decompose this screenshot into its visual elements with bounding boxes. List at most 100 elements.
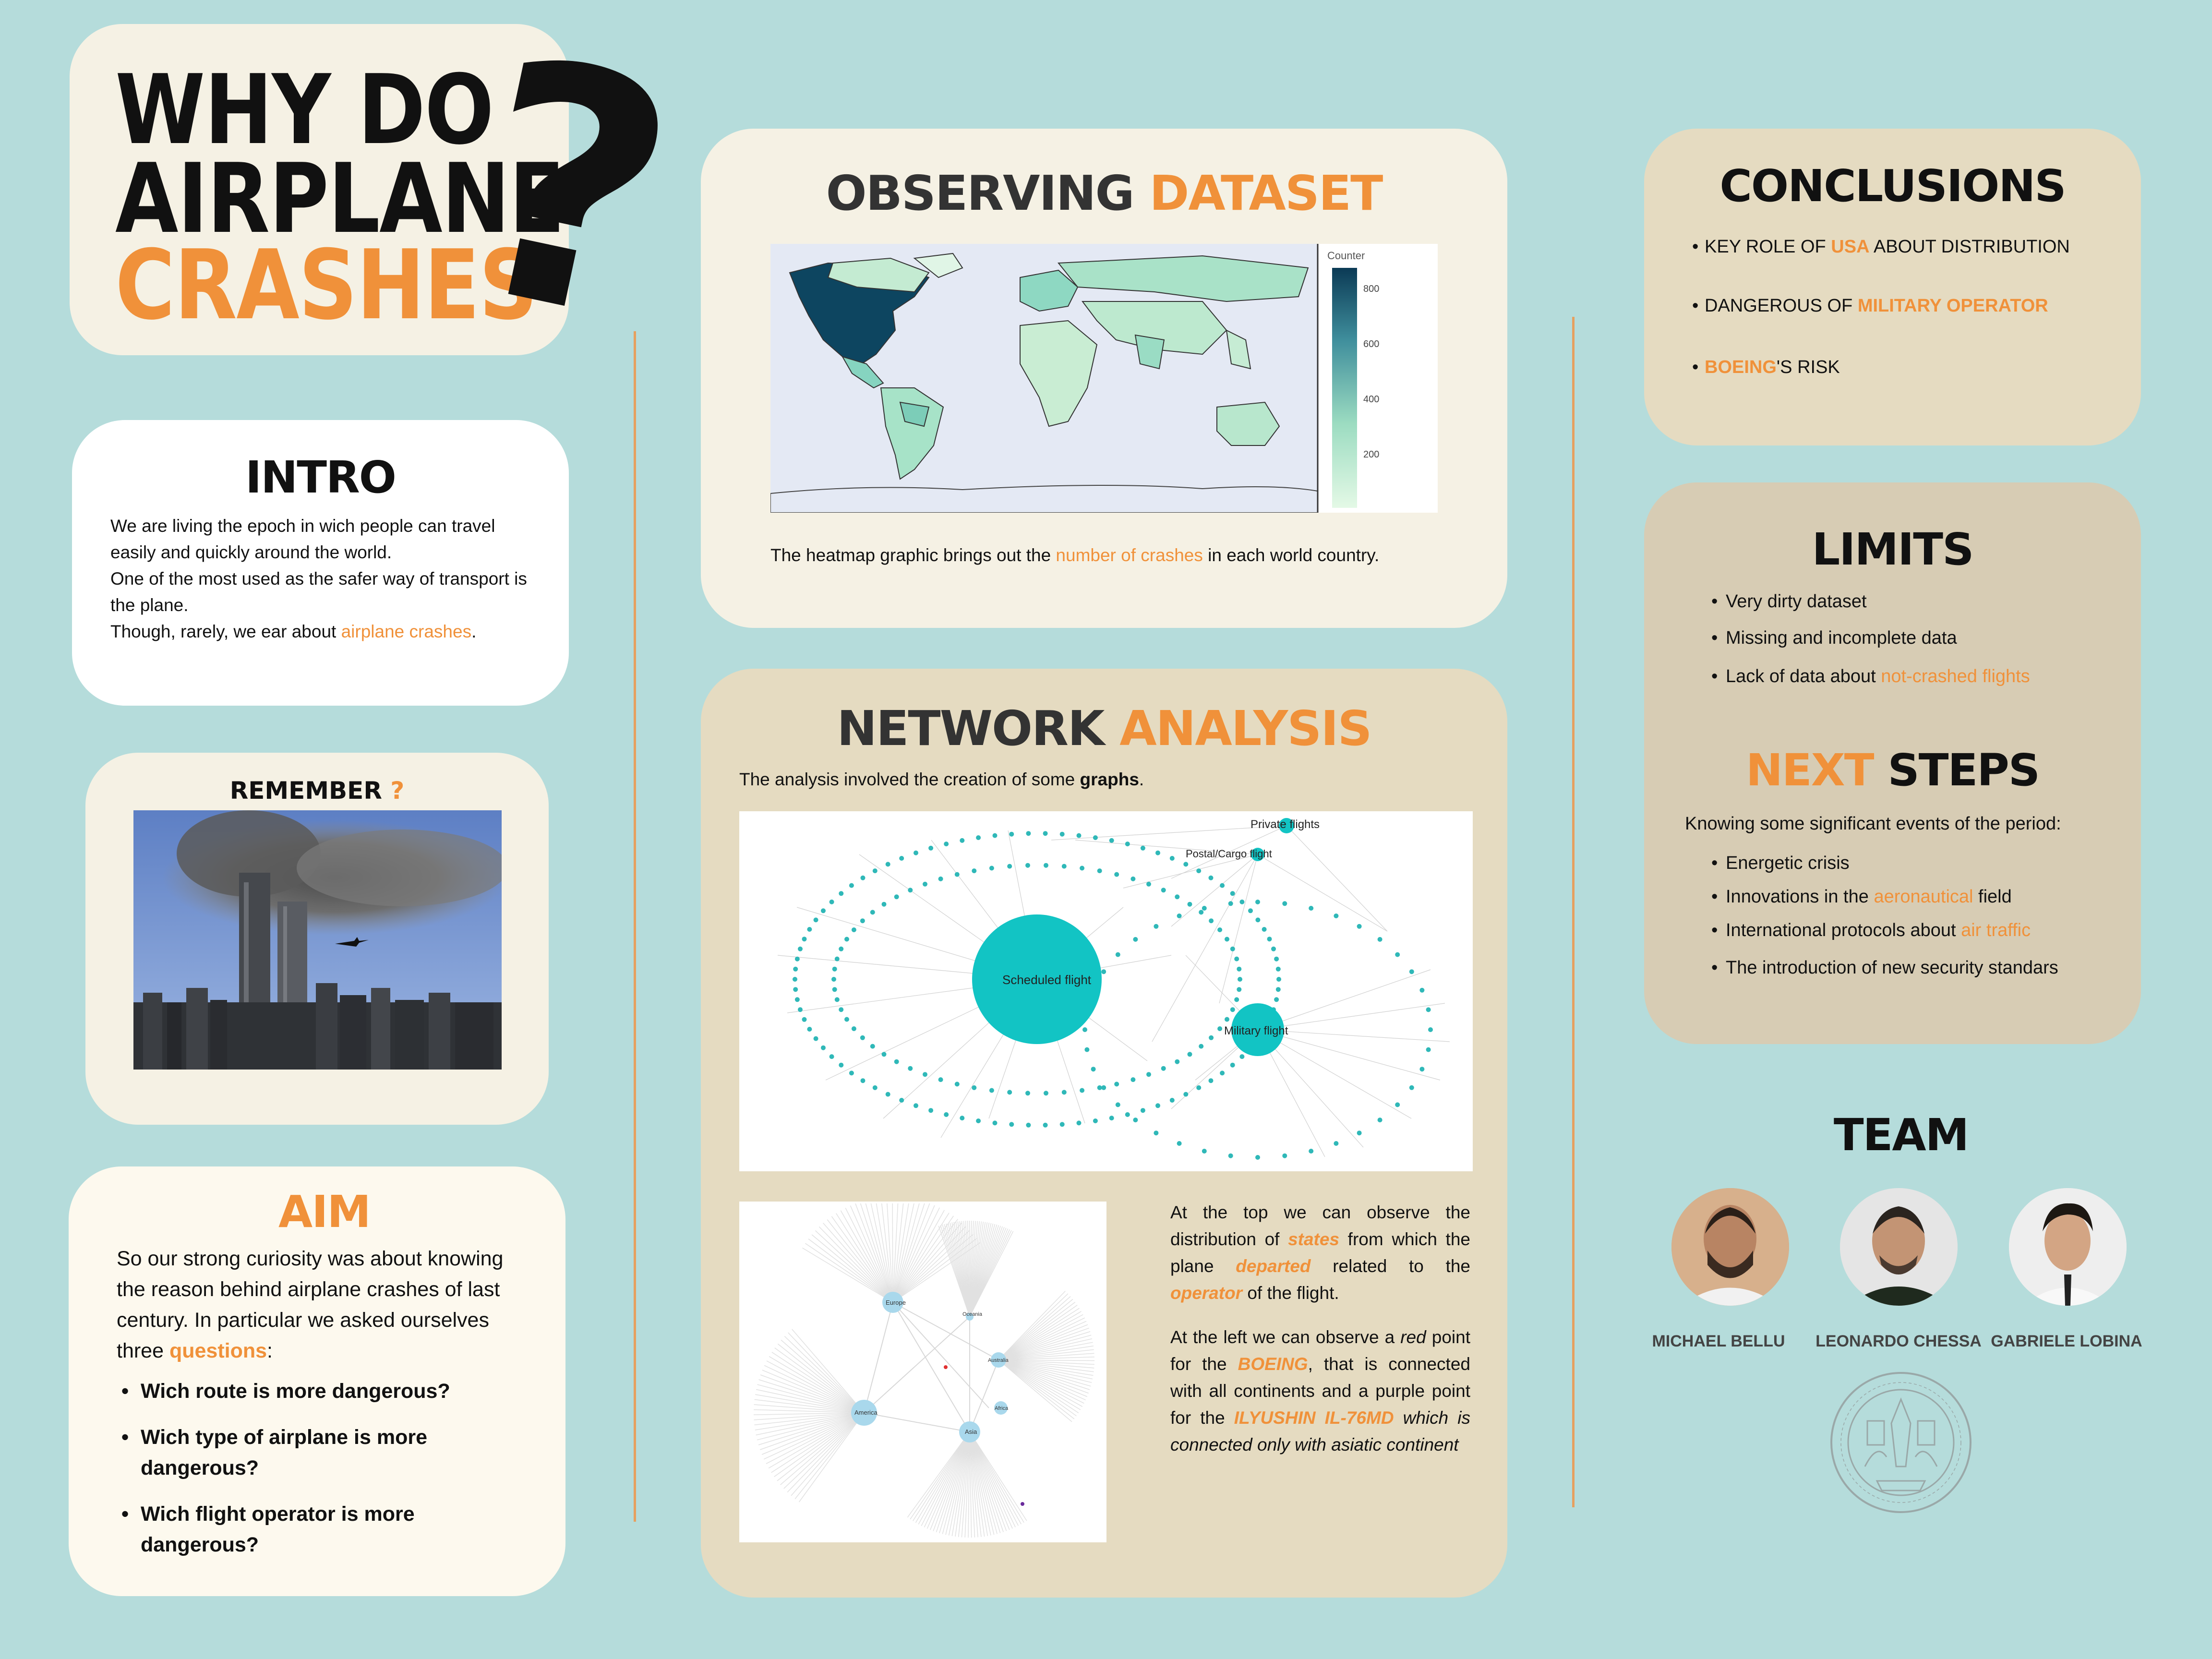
graph-edge: [794, 1412, 865, 1499]
graph-node: [798, 1007, 803, 1012]
continent-label: Oceania: [962, 1311, 983, 1317]
graph-node: [1125, 842, 1130, 847]
graph-node: [1428, 1027, 1433, 1032]
graph-node: [1091, 1067, 1096, 1072]
divider-right: [1572, 317, 1575, 1507]
graph-edge: [998, 1302, 1076, 1360]
graph-node: [885, 1092, 890, 1097]
graph-edge: [913, 1431, 970, 1521]
graph-edge: [998, 1290, 1066, 1360]
graph-edge: [998, 1331, 1091, 1360]
graph-edge: [892, 1203, 904, 1303]
graph-node: [1209, 918, 1214, 924]
graph-node: [954, 1082, 960, 1087]
graph-edge: [865, 1203, 893, 1303]
graph-node: [1426, 1007, 1431, 1012]
graph-edge: [969, 1431, 998, 1534]
graph-edge: [836, 1213, 893, 1303]
graph-edge: [764, 1365, 865, 1413]
graph-edge: [760, 1412, 865, 1450]
graph-node: [1228, 1153, 1233, 1158]
graph-node: [794, 997, 800, 1002]
graph-node: [1133, 937, 1138, 942]
graph-node: [1084, 1047, 1090, 1052]
graph-node: [881, 1052, 887, 1057]
graph-node: [1025, 1091, 1030, 1096]
graph-node: [1237, 987, 1242, 992]
graph-edge: [924, 1431, 970, 1527]
graph-edge: [998, 1359, 1072, 1422]
graph-node: [1177, 1141, 1182, 1146]
graph-edge: [955, 1431, 970, 1537]
title-line-2: AIRPLANE: [115, 143, 565, 255]
graph-node: [802, 937, 807, 942]
next-step-item: International protocols about air traffi…: [1707, 917, 2058, 944]
graph-edge: [998, 1308, 1080, 1360]
graph-node: [1239, 1054, 1245, 1059]
graph-node: [1146, 881, 1151, 887]
graph-edge: [754, 1399, 865, 1413]
graph-node: [829, 899, 834, 904]
graph-edge: [998, 1359, 1077, 1417]
aim-highlight: questions: [169, 1339, 267, 1362]
graph-edge: [754, 1404, 865, 1413]
graph-node: [1377, 937, 1382, 942]
graph-node: [1175, 1059, 1180, 1064]
graph-node: [1115, 1102, 1120, 1107]
graph-node: [1155, 1103, 1160, 1108]
graph-edge: [936, 1431, 970, 1532]
graph-edge: [998, 1359, 1094, 1365]
next-steps-list: Energetic crisis Innovations in the aero…: [1707, 850, 2058, 981]
remember-card: REMEMBER ?: [85, 753, 549, 1125]
graph-node: [928, 845, 934, 851]
graph-node: [960, 838, 965, 843]
graph-edge: [756, 1389, 865, 1413]
graph-node: [1043, 1122, 1048, 1128]
world-heatmap: Counter 800 600 400 200: [770, 244, 1438, 513]
hub-label: Military flight: [1224, 1024, 1288, 1037]
graph-node: [1130, 876, 1136, 881]
next-step-item: Energetic crisis: [1707, 850, 2058, 877]
graph-node: [1130, 1077, 1136, 1082]
avatar: [1671, 1188, 1789, 1306]
graph-node: [1061, 1090, 1067, 1095]
avatar: [1840, 1188, 1958, 1306]
intro-p3: Though, rarely, we ear about airplane cr…: [110, 622, 477, 641]
graph-node: [1154, 924, 1159, 929]
graph-edge: [831, 1216, 893, 1303]
graph-edge: [998, 1324, 1088, 1360]
network-graph-continents: Europe Oceania Australia America Asia Af…: [739, 1202, 1106, 1542]
continent-label: America: [854, 1409, 878, 1416]
graph-edge: [948, 1431, 970, 1536]
graph-edge: [892, 1205, 935, 1303]
graph-node: [1154, 1130, 1159, 1136]
graph-edge: [870, 1203, 893, 1303]
graph-edge: [915, 1431, 970, 1523]
graph-edge: [791, 1412, 865, 1496]
graph-node: [992, 1120, 998, 1126]
graph-edge: [892, 1203, 914, 1303]
graph-edge: [781, 1339, 865, 1413]
observing-card: OBSERVING DATASET: [701, 129, 1507, 628]
graph-edge: [769, 1356, 865, 1413]
graph-node: [894, 894, 899, 900]
graph-edge: [757, 1412, 865, 1441]
intro-p1: We are living the epoch in wich people c…: [110, 516, 495, 562]
graph-node: [1125, 1112, 1130, 1117]
graph-node: [798, 946, 803, 951]
graph-node: [1237, 966, 1242, 972]
graph-node: [831, 977, 836, 982]
graph-edge: [969, 1431, 1013, 1529]
graph-edge: [788, 1332, 865, 1413]
graph-node: [972, 1085, 977, 1090]
graph-node: [1093, 835, 1098, 840]
graph-edge: [969, 1431, 1016, 1527]
limits-title: LIMITS: [1812, 524, 1974, 575]
graph-node: [1225, 1017, 1229, 1022]
graph-node: [1133, 1118, 1138, 1123]
graph-node: [1220, 883, 1225, 888]
graph-node: [813, 1036, 818, 1041]
graph-edge: [754, 1412, 865, 1426]
graph-edge: [969, 1431, 1010, 1530]
graph-edge: [887, 1203, 893, 1303]
